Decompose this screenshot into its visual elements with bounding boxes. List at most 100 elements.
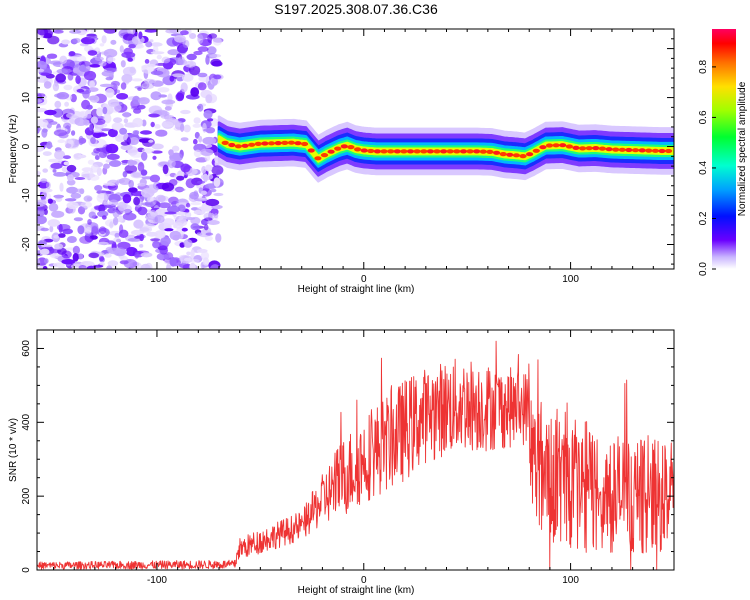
noise-speckle xyxy=(79,64,87,72)
colorbar: 0.0 0.2 0.4 0.6 0.8 Normalized spectral ampl… xyxy=(698,29,748,276)
noise-speckle xyxy=(47,219,61,227)
noise-speckle xyxy=(122,212,137,221)
noise-speckle xyxy=(205,198,220,207)
noise-speckle xyxy=(175,188,186,192)
noise-speckle xyxy=(168,149,174,156)
noise-speckle xyxy=(185,178,196,189)
noise-speckle xyxy=(180,163,191,173)
ridge-peak-dash xyxy=(658,148,666,154)
chart-title: S197.2025.308.07.36.C36 xyxy=(274,1,438,17)
noise-speckle xyxy=(52,82,60,92)
noise-speckle xyxy=(103,29,118,34)
ridge-peak-dash xyxy=(512,153,521,158)
noise-speckle xyxy=(70,93,77,103)
noise-speckle xyxy=(61,39,70,45)
noise-speckle xyxy=(193,209,203,215)
noise-speckle xyxy=(155,194,166,203)
snr-x-tick-label: 100 xyxy=(562,575,579,586)
noise-speckle xyxy=(213,74,222,80)
snr-x-ticks: -100 0 100 xyxy=(53,330,675,586)
ridge-peak-dash xyxy=(221,140,229,145)
ridge-peak-dash xyxy=(466,149,474,154)
noise-speckle xyxy=(76,88,85,93)
noise-speckle xyxy=(37,206,46,210)
noise-speckle xyxy=(74,139,79,146)
ridge-peak-dash xyxy=(545,143,554,148)
noise-speckle xyxy=(107,247,121,255)
noise-speckle xyxy=(154,124,161,129)
noise-speckle xyxy=(139,244,144,248)
noise-speckle xyxy=(203,224,209,231)
noise-speckle xyxy=(162,218,175,226)
noise-speckle xyxy=(102,106,108,115)
ridge-peak-dash xyxy=(294,141,302,146)
noise-speckle xyxy=(37,68,45,73)
noise-speckle xyxy=(105,159,111,163)
noise-speckle xyxy=(90,29,96,33)
noise-speckle xyxy=(103,182,116,186)
noise-speckle xyxy=(133,196,141,206)
noise-speckle xyxy=(161,182,175,192)
noise-speckle xyxy=(72,37,81,44)
noise-speckle xyxy=(116,93,129,100)
noise-speckle xyxy=(171,145,180,152)
ridge-peak-dash xyxy=(479,149,487,154)
noise-speckle xyxy=(54,100,62,108)
ridge-peak-dash xyxy=(519,154,527,159)
noise-speckle xyxy=(138,138,151,144)
spectrogram-x-label: Height of straight line (km) xyxy=(298,284,415,295)
noise-speckle xyxy=(99,43,105,47)
noise-speckle xyxy=(129,137,139,145)
noise-speckle xyxy=(94,56,104,61)
noise-speckle xyxy=(78,135,84,146)
noise-speckle xyxy=(197,195,208,200)
noise-speckle xyxy=(197,82,207,91)
noise-speckle xyxy=(37,199,47,207)
noise-speckle xyxy=(169,257,177,267)
noise-speckle xyxy=(39,248,50,256)
noise-speckle xyxy=(99,83,114,88)
noise-speckle xyxy=(103,113,112,124)
noise-speckle xyxy=(204,154,211,162)
noise-speckle xyxy=(213,213,219,219)
noise-speckle xyxy=(129,160,138,165)
noise-speckle xyxy=(87,219,92,225)
noise-speckle xyxy=(161,121,174,128)
noise-speckle xyxy=(64,198,77,202)
noise-speckle xyxy=(130,171,144,179)
noise-speckle xyxy=(133,219,144,229)
noise-speckle xyxy=(178,44,188,55)
noise-speckle xyxy=(112,217,119,226)
noise-speckle xyxy=(205,55,210,65)
noise-speckle xyxy=(190,223,200,231)
noise-speckle xyxy=(83,119,90,126)
noise-speckle xyxy=(174,34,186,43)
noise-speckle xyxy=(79,235,93,244)
noise-speckle xyxy=(209,53,222,58)
noise-speckle xyxy=(98,60,107,67)
noise-speckle xyxy=(145,41,153,48)
snr-y-tick-label: 0 xyxy=(21,567,32,573)
snr-y-ticks: 0 200 400 600 xyxy=(21,329,674,573)
noise-speckle xyxy=(70,192,82,199)
snr-y-tick-label: 200 xyxy=(21,487,32,504)
noise-speckle-layer xyxy=(37,29,224,269)
noise-speckle xyxy=(39,188,53,193)
noise-speckle xyxy=(80,111,85,118)
noise-speckle xyxy=(94,205,107,211)
ridge-band-5 xyxy=(217,135,674,163)
ridge-peak-dash xyxy=(347,145,355,150)
noise-speckle xyxy=(106,153,120,160)
noise-speckle xyxy=(87,50,98,56)
noise-speckle xyxy=(56,224,71,231)
noise-speckle xyxy=(144,29,158,33)
colorbar-ticks: 0.0 0.2 0.4 0.6 0.8 xyxy=(698,60,716,276)
noise-speckle xyxy=(137,182,146,187)
noise-speckle xyxy=(161,56,171,64)
noise-speckle xyxy=(46,53,58,59)
noise-speckle xyxy=(87,95,98,101)
noise-speckle xyxy=(120,82,127,90)
noise-speckle xyxy=(167,49,181,56)
noise-speckle xyxy=(89,64,101,68)
